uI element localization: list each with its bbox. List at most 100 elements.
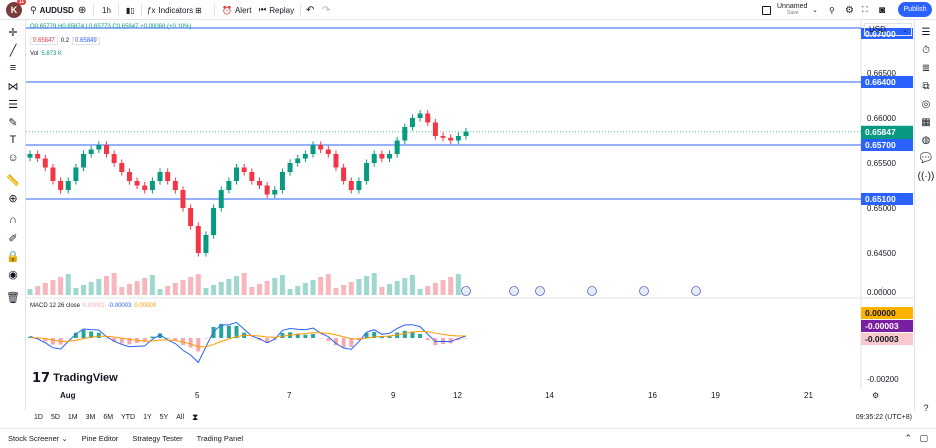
brush-icon[interactable]: ✎: [8, 116, 18, 129]
lock-icon[interactable]: 🔒: [6, 250, 20, 263]
watchlist-icon[interactable]: ☰: [921, 26, 931, 38]
ruler-icon[interactable]: 📏: [6, 174, 20, 187]
templates-icon[interactable]: ⊞: [195, 5, 202, 15]
chevron-down-icon[interactable]: ⌄: [812, 7, 818, 14]
tradingview-logo: 𝟭𝟳 TradingView: [32, 370, 118, 386]
date-label: 14: [545, 391, 554, 400]
range-1m[interactable]: 1M: [67, 413, 78, 421]
tab-pine-editor[interactable]: Pine Editor: [81, 434, 119, 443]
volume-bar: [35, 286, 41, 295]
right-sidebar: ☰ ⏱ ≣ ⧉ ◎ ▦ ◍ 💬 ((·)) ?: [914, 20, 936, 413]
indicators-button[interactable]: ƒx Indicators: [147, 3, 193, 17]
data-window-icon[interactable]: ⧉: [922, 80, 930, 92]
macd-histogram-bar: [81, 329, 86, 338]
candle-body: [142, 185, 148, 190]
volume-bar: [126, 284, 132, 295]
alerts-clock-icon[interactable]: ⏱: [922, 44, 930, 56]
emoji-icon[interactable]: ☺: [7, 152, 19, 164]
range-1y[interactable]: 1Y: [143, 413, 152, 421]
trend-line-icon[interactable]: ╱: [9, 44, 17, 57]
replay-button[interactable]: ⏮ Replay: [259, 3, 294, 17]
range-5d[interactable]: 5D: [50, 413, 60, 421]
range-5y[interactable]: 5Y: [159, 413, 169, 421]
tab-strategy-tester[interactable]: Strategy Tester: [132, 434, 183, 443]
settings-gear-icon[interactable]: ⚙: [845, 4, 854, 16]
time-axis-settings-icon[interactable]: ⚙: [872, 391, 880, 400]
calendar-icon[interactable]: ▦: [921, 116, 931, 128]
zoom-in-icon[interactable]: ⊕: [8, 192, 18, 205]
candle-body: [440, 136, 446, 138]
volume-bar: [272, 278, 278, 295]
stay-drawing-icon[interactable]: ✐: [8, 232, 18, 245]
layout-name[interactable]: Unnamed Save: [777, 3, 807, 17]
tab-stock-screener[interactable]: Stock Screener ⌄: [8, 434, 68, 443]
help-icon[interactable]: ?: [923, 403, 929, 413]
currency-selector[interactable]: USD ⌄: [864, 23, 912, 36]
macd-label-bg: [861, 320, 913, 332]
candle-body: [42, 158, 48, 168]
layout-checkbox[interactable]: [762, 3, 771, 17]
fullscreen-icon[interactable]: ⛶: [862, 5, 868, 14]
visibility-eye-icon[interactable]: ◉: [8, 268, 18, 281]
interval-button[interactable]: 1h: [102, 5, 111, 15]
ohlc-legend: O0.65779 H0.65874 L0.65773 C0.65847 +0.0…: [30, 24, 191, 30]
camera-icon[interactable]: ◙: [879, 4, 886, 16]
publish-button[interactable]: Publish: [898, 2, 932, 17]
volume-bar: [387, 284, 393, 295]
price-label: 0.66400: [865, 77, 896, 87]
alert-button[interactable]: ⏰ Alert: [222, 3, 251, 17]
candle-body: [264, 185, 270, 195]
range-1d[interactable]: 1D: [34, 413, 43, 421]
range-all[interactable]: All: [176, 413, 185, 421]
horizontal-lines-icon[interactable]: ≡: [9, 62, 17, 74]
price-chart-canvas[interactable]: 0.66500 0.66000 0.65500 0.65000 0.64500 0.000…: [26, 20, 914, 410]
hotlist-icon[interactable]: ◎: [921, 98, 931, 110]
collapse-panel-icon[interactable]: ⌃: [904, 433, 912, 443]
range-ytd[interactable]: YTD: [121, 413, 136, 421]
user-avatar[interactable]: K 11: [6, 0, 26, 18]
layout-status-label: Save: [787, 10, 799, 16]
time-axis[interactable]: Aug 5 7 9 12 14 16 19 21 ⚙: [26, 391, 914, 407]
macd-signal-line: [29, 330, 467, 348]
bid-button[interactable]: 0.65847: [30, 37, 58, 45]
volume-bar: [295, 286, 301, 295]
trash-icon[interactable]: 🗑: [6, 291, 20, 304]
candle-body: [387, 154, 393, 159]
fib-retracement-icon[interactable]: ☰: [8, 98, 18, 111]
utc-clock[interactable]: 09:35:22 (UTC+8): [855, 413, 912, 421]
news-icon[interactable]: ≣: [921, 62, 931, 74]
candle-body: [226, 181, 232, 190]
broadcast-icon[interactable]: ((·)): [917, 170, 935, 182]
magnet-icon[interactable]: ∩: [9, 214, 17, 226]
price-label-bg: [861, 76, 913, 88]
undo-icon[interactable]: ↶: [306, 4, 315, 16]
candle-body: [325, 149, 331, 154]
goto-date-icon[interactable]: ⧗: [192, 411, 199, 422]
price-label: 0.65100: [865, 194, 896, 204]
macd-histogram-bar: [165, 337, 170, 339]
chat-icon[interactable]: 💬: [919, 152, 933, 164]
candle-type-icon[interactable]: ▮▯: [126, 5, 135, 15]
volume-bar: [318, 277, 324, 295]
volume-bar: [432, 283, 438, 295]
maximize-panel-icon[interactable]: ▢: [919, 433, 928, 443]
macd-histogram-bar: [318, 338, 323, 339]
candle-body: [211, 208, 217, 235]
crosshair-icon[interactable]: ✛: [8, 26, 18, 39]
tab-trading-panel[interactable]: Trading Panel: [196, 434, 244, 443]
redo-icon[interactable]: ↷: [322, 4, 331, 16]
chart-area[interactable]: 0.66500 0.66000 0.65500 0.65000 0.64500 0.000…: [26, 20, 914, 410]
quick-search-icon[interactable]: ⚲: [829, 5, 835, 15]
macd-histogram-bar: [104, 338, 109, 339]
ask-button[interactable]: 0.65849: [72, 37, 100, 45]
range-3m[interactable]: 3M: [85, 413, 96, 421]
pitchfork-icon[interactable]: ⋈: [7, 80, 19, 93]
tradingview-logo-icon: 𝟭𝟳: [32, 370, 51, 385]
add-symbol-icon[interactable]: ⊕: [78, 4, 87, 16]
ideas-icon[interactable]: ◍: [921, 134, 931, 146]
symbol-search[interactable]: ⚲ AUDUSD: [30, 3, 74, 17]
volume-bar: [310, 280, 316, 295]
economic-event-flag: [535, 286, 545, 296]
range-6m[interactable]: 6M: [103, 413, 114, 421]
text-tool-icon[interactable]: T: [9, 134, 17, 146]
